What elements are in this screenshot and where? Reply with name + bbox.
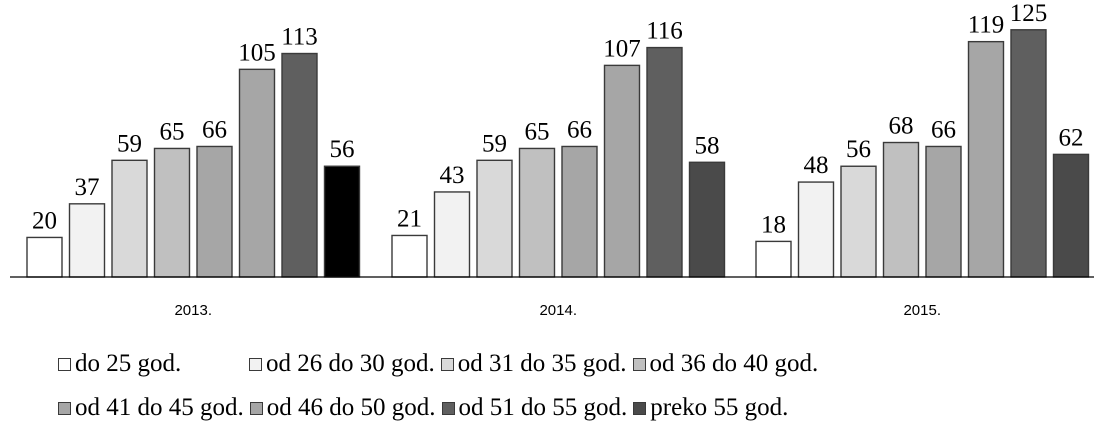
legend-label: od 41 do 45 god. [75,394,244,421]
category-label: 2014. [539,302,577,319]
bar [111,159,148,278]
legend-row: od 41 do 45 god. od 46 do 50 god. od 51 do… [58,386,1088,430]
bar [755,240,792,278]
bar [797,181,835,278]
data-label: 119 [968,12,1005,39]
bar [840,165,877,278]
legend-item: od 31 do 35 god. [440,350,627,378]
legend-label: od 26 do 30 god. [266,350,435,377]
data-label: 66 [567,116,592,143]
bar [238,68,276,278]
bar [153,147,191,278]
legend-swatch [632,357,646,371]
data-label: 65 [525,118,550,145]
bar [925,145,962,278]
bar [196,145,233,278]
bar [1052,153,1090,278]
bar [281,52,318,278]
bar [68,203,106,278]
legend-swatch [58,401,71,415]
legend-label: od 46 do 50 god. [266,394,436,421]
legend-item: do 25 god. [58,350,243,378]
bar [882,141,920,278]
legend-item: od 26 do 30 god. [249,350,435,378]
bar [476,159,513,278]
data-label: 66 [931,116,956,143]
data-label: 37 [75,174,100,201]
data-label: 62 [1059,124,1084,151]
bar [646,46,683,278]
legend-item: od 51 do 55 god. [441,394,628,422]
legend-swatch [249,401,263,415]
data-label: 59 [482,130,507,157]
data-label: 18 [761,211,786,238]
data-label: 68 [889,113,914,140]
data-label: 105 [238,39,276,66]
data-label: 107 [603,35,641,62]
legend: do 25 god. od 26 do 30 god. od 31 do 35 go… [58,342,1088,430]
legend-item: od 46 do 50 god. [249,394,436,422]
legend-label: od 31 do 35 god. [457,350,627,377]
bar [26,236,63,278]
data-label: 56 [330,136,355,163]
legend-swatch [440,357,454,371]
legend-swatch [249,357,262,371]
legend-swatch [633,401,647,415]
data-label: 125 [1010,0,1048,27]
data-label: 65 [160,118,185,145]
data-label: 113 [281,24,318,51]
legend-swatch [58,357,71,371]
data-label: 56 [846,136,871,163]
bar [688,161,726,278]
bars-layer [26,29,1090,278]
data-label: 48 [804,152,829,179]
data-label: 116 [646,18,683,45]
legend-item: od 36 do 40 god. [632,350,819,378]
bar [391,234,428,278]
data-label: 59 [117,130,142,157]
bar [967,40,1005,278]
bar [433,191,471,278]
legend-item: od 41 do 45 god. [58,394,244,422]
category-label: 2015. [903,302,941,319]
bar [323,165,361,278]
legend-label: od 51 do 55 god. [458,394,628,421]
data-label: 66 [202,116,227,143]
legend-label: preko 55 god. [650,394,789,421]
category-labels-layer: 2013. 2014. 2015. [174,302,941,319]
legend-row: do 25 god. od 26 do 30 god. od 31 do 35 go… [58,342,1088,386]
legend-swatch [441,401,455,415]
bar [561,145,598,278]
legend-label: od 36 do 40 god. [649,350,819,377]
legend-item: preko 55 god. [633,394,788,422]
data-label: 21 [397,205,422,232]
bar [1010,29,1047,278]
category-label: 2013. [174,302,212,319]
bar [603,64,641,278]
legend-label: do 25 god. [75,350,182,377]
data-label: 20 [32,207,57,234]
data-label: 58 [695,132,720,159]
bar [518,147,556,278]
data-label: 43 [440,162,465,189]
